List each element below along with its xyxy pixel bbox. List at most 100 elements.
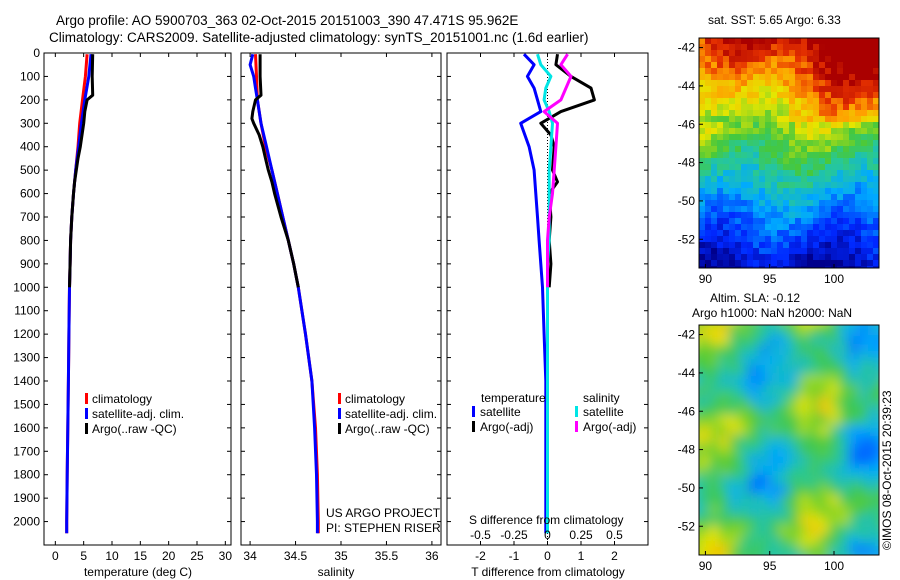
sst-cell [867, 44, 873, 50]
sst-cell [801, 242, 807, 248]
sst-cell [825, 44, 831, 50]
x-tick-label: 2 [611, 549, 618, 563]
sst-cell [705, 140, 711, 146]
map-x-tick-label: 90 [699, 559, 713, 573]
sst-cell [843, 200, 849, 206]
sst-cell [771, 206, 777, 212]
sst-cell [765, 164, 771, 170]
x-tick-label: 34 [243, 549, 257, 563]
sst-cell [813, 50, 819, 56]
sst-cell [705, 128, 711, 134]
sst-cell [855, 62, 861, 68]
sst-cell [741, 80, 747, 86]
sst-cell [819, 56, 825, 62]
sst-cell [741, 224, 747, 230]
legend-swatch-climatology [338, 393, 341, 404]
sst-cell [759, 242, 765, 248]
sst-cell [729, 56, 735, 62]
sst-cell [855, 218, 861, 224]
sst-cell [849, 116, 855, 122]
sla-cell [749, 505, 759, 515]
sst-cell [777, 86, 783, 92]
sla-cell [789, 525, 799, 535]
sst-cell [711, 146, 717, 152]
map-y-tick-label: -42 [678, 41, 696, 55]
sst-cell [699, 248, 705, 254]
y-tick-label: 1200 [13, 327, 40, 341]
sla-cell [869, 345, 879, 355]
sst-cell [831, 176, 837, 182]
sst-cell [747, 80, 753, 86]
sst-cell [777, 224, 783, 230]
sst-cell [873, 116, 879, 122]
sst-cell [855, 242, 861, 248]
sst-cell [795, 50, 801, 56]
sst-cell [825, 68, 831, 74]
sst-cell [813, 38, 819, 44]
sst-cell [813, 158, 819, 164]
sst-cell [873, 254, 879, 260]
sla-cell [849, 405, 859, 415]
sst-cell [759, 62, 765, 68]
sst-cell [777, 260, 783, 266]
sla-cell [849, 355, 859, 365]
sst-cell [783, 260, 789, 266]
sst-cell [861, 176, 867, 182]
sst-cell [723, 242, 729, 248]
sla-cell [719, 395, 729, 405]
sla-cell [859, 555, 869, 565]
sst-cell [795, 110, 801, 116]
sla-cell [849, 385, 859, 395]
sla-cell [729, 415, 739, 425]
sla-cell [869, 315, 879, 325]
sst-cell [819, 44, 825, 50]
y-tick-label: 900 [20, 257, 40, 271]
sst-cell [783, 248, 789, 254]
sst-cell [753, 218, 759, 224]
sla-cell [869, 385, 879, 395]
sst-cell [837, 38, 843, 44]
sst-cell [771, 248, 777, 254]
sla-cell [699, 355, 709, 365]
sla-cell [779, 355, 789, 365]
sst-cell [867, 92, 873, 98]
sst-cell [825, 152, 831, 158]
sla-cell [759, 355, 769, 365]
series-line-1 [248, 53, 319, 534]
sla-cell [789, 325, 799, 335]
sst-cell [771, 212, 777, 218]
sla-cell [839, 485, 849, 495]
sst-cell [873, 188, 879, 194]
sst-cell [813, 128, 819, 134]
sst-cell [795, 176, 801, 182]
sst-cell [837, 212, 843, 218]
sst-cell [849, 146, 855, 152]
sst-cell [795, 146, 801, 152]
sla-cell [799, 505, 809, 515]
sla-cell [749, 335, 759, 345]
sst-cell [759, 260, 765, 266]
sla-map-axes: 90 95 100-42-44-46-48-50-52 [678, 324, 880, 573]
sst-cell [855, 194, 861, 200]
sla-cell [809, 355, 819, 365]
sst-cell [747, 122, 753, 128]
sla-cell [729, 505, 739, 515]
sla-cell [729, 545, 739, 555]
sst-cell [801, 236, 807, 242]
sst-cell [765, 248, 771, 254]
sst-cell [819, 170, 825, 176]
sst-cell [729, 170, 735, 176]
sla-cell [799, 445, 809, 455]
sst-cell [783, 254, 789, 260]
sst-cell [699, 188, 705, 194]
sla-cell [859, 495, 869, 505]
imos-stamp: ©IMOS 08-Oct-2015 20:39:23 [880, 390, 894, 550]
sst-cell [831, 218, 837, 224]
sst-cell [867, 212, 873, 218]
sla-cell [759, 425, 769, 435]
x-tick-label: 10 [105, 549, 119, 563]
sst-cell [699, 260, 705, 266]
map-x-tick-label: 95 [763, 559, 777, 573]
sst-cell [789, 152, 795, 158]
sst-cell [831, 80, 837, 86]
